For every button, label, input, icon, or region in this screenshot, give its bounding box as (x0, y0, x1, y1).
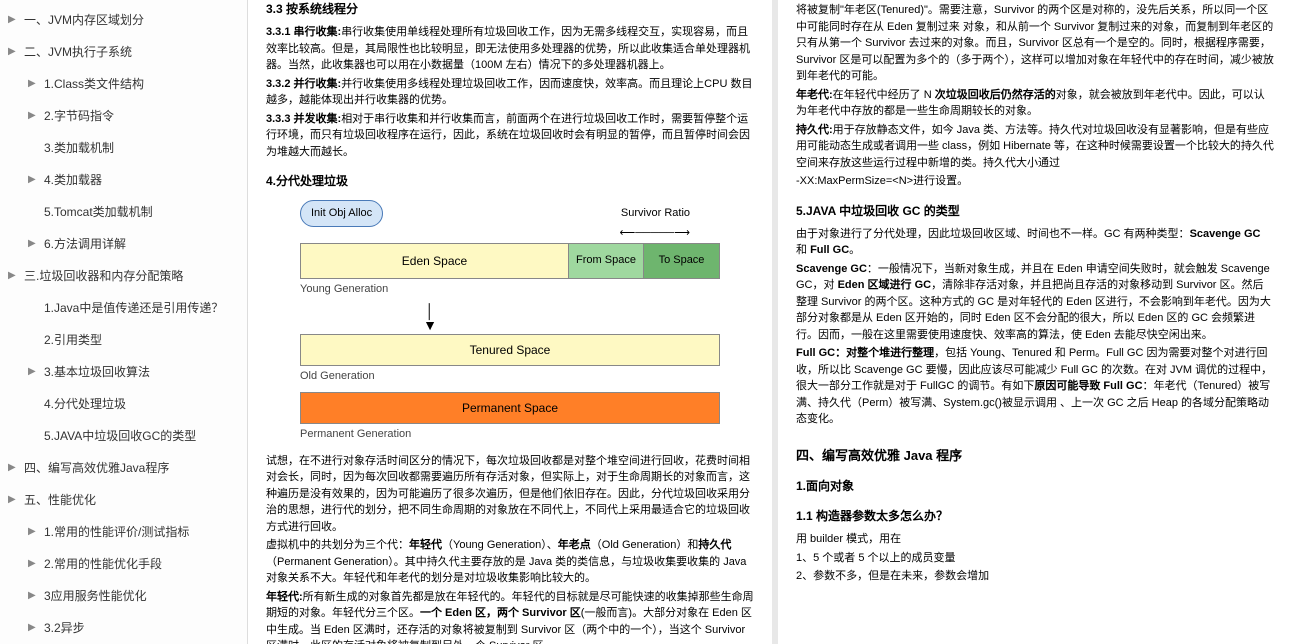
chevron-icon: ▶ (8, 488, 20, 512)
chevron-icon: ▶ (28, 232, 40, 256)
nav-item-label: 3.基本垃圾回收算法 (44, 360, 150, 384)
tenured-space: Tenured Space (300, 334, 720, 366)
nav-item-label: 3应用服务性能优化 (44, 584, 147, 608)
rp-5-3: Full GC：对整个堆进行整理，包括 Young、Tenured 和 Perm… (796, 345, 1274, 428)
p-332: 3.3.2 并行收集:并行收集使用多线程处理垃圾回收工作，因而速度快，效率高。而… (266, 76, 754, 109)
nav-item-10[interactable]: 2.引用类型 (0, 324, 247, 356)
nav-item-label: 一、JVM内存区域划分 (24, 8, 144, 32)
nav-item-7[interactable]: ▶6.方法调用详解 (0, 228, 247, 260)
nav-item-label: 5.JAVA中垃圾回收GC的类型 (44, 424, 196, 448)
chevron-icon: ▶ (28, 104, 40, 128)
chevron-icon: ▶ (28, 584, 40, 608)
nav-item-0[interactable]: ▶一、JVM内存区域划分 (0, 4, 247, 36)
nav-item-11[interactable]: ▶3.基本垃圾回收算法 (0, 356, 247, 388)
nav-item-2[interactable]: ▶1.Class类文件结构 (0, 68, 247, 100)
init-obj-cloud: Init Obj Alloc (300, 200, 383, 227)
nav-item-label: 4.分代处理垃圾 (44, 392, 126, 416)
to-space: To Space (644, 244, 719, 278)
nav-item-label: 3.类加载机制 (44, 136, 114, 160)
sidebar-nav: ▶一、JVM内存区域划分▶二、JVM执行子系统▶1.Class类文件结构▶2.字… (0, 0, 248, 644)
rp-11-1: 用 builder 模式，用在 (796, 531, 1274, 548)
chevron-icon: ▶ (28, 616, 40, 640)
chevron-icon: ▶ (28, 72, 40, 96)
nav-item-18[interactable]: ▶3应用服务性能优化 (0, 580, 247, 612)
chevron-icon: ▶ (28, 168, 40, 192)
chevron-icon: ▶ (8, 8, 20, 32)
h-1: 1.面向对象 (796, 477, 1274, 495)
rp-5-1: 由于对象进行了分代处理，因此垃圾回收区域、时间也不一样。GC 有两种类型：Sca… (796, 226, 1274, 259)
chevron-icon: ▶ (8, 456, 20, 480)
nav-item-label: 2.字节码指令 (44, 104, 114, 128)
rp-11-2: 1、5 个或者 5 个以上的成员变量 (796, 550, 1274, 567)
h-four: 四、编写高效优雅 Java 程序 (796, 446, 1274, 466)
h-11: 1.1 构造器参数太多怎么办？ (796, 507, 1274, 525)
rp-top2: 年老代:在年轻代中经历了 N 次垃圾回收后仍然存活的对象，就会被放到年老代中。因… (796, 87, 1274, 120)
p-bottom2: 虚拟机中的共划分为三个代：年轻代（Young Generation）、年老点（O… (266, 537, 754, 587)
sr-arrow: ⟵─────⟶ (300, 225, 720, 242)
nav-item-8[interactable]: ▶三.垃圾回收器和内存分配策略 (0, 260, 247, 292)
nav-item-label: 三.垃圾回收器和内存分配策略 (24, 264, 183, 288)
nav-item-1[interactable]: ▶二、JVM执行子系统 (0, 36, 247, 68)
nav-item-label: 1.常用的性能评价/测试指标 (44, 520, 189, 544)
down-arrow-icon: │▼ (248, 304, 640, 332)
nav-item-label: 6.方法调用详解 (44, 232, 126, 256)
p-bottom3: 年轻代:所有新生成的对象首先都是放在年轻代的。年轻代的目标就是尽可能快速的收集掉… (266, 589, 754, 644)
nav-item-label: 2.引用类型 (44, 328, 102, 352)
nav-item-3[interactable]: ▶2.字节码指令 (0, 100, 247, 132)
h5: 5.JAVA 中垃圾回收 GC 的类型 (796, 202, 1274, 220)
nav-item-label: 2.常用的性能优化手段 (44, 552, 162, 576)
chevron-icon: ▶ (8, 40, 20, 64)
rp-top3b: -XX:MaxPermSize=<N>进行设置。 (796, 173, 1274, 190)
nav-item-14[interactable]: ▶四、编写高效优雅Java程序 (0, 452, 247, 484)
young-gen-box: Eden Space From Space To Space (300, 243, 720, 279)
rp-top1: 将被复制"年老区(Tenured)"。需要注意，Survivor 的两个区是对称… (796, 2, 1274, 85)
nav-item-label: 1.Java中是值传递还是引用传递？ (44, 296, 223, 320)
nav-item-12[interactable]: 4.分代处理垃圾 (0, 388, 247, 420)
sec-3-3: 3.3 按系统线程分 (266, 0, 754, 18)
perm-gen-label: Permanent Generation (300, 426, 720, 443)
young-gen-label: Young Generation (300, 281, 720, 298)
chevron-icon: ▶ (28, 520, 40, 544)
p-333: 3.3.3 并发收集:相对于串行收集和并行收集而言，前面两个在进行垃圾回收工作时… (266, 111, 754, 161)
nav-item-17[interactable]: ▶2.常用的性能优化手段 (0, 548, 247, 580)
h4: 4.分代处理垃圾 (266, 172, 754, 190)
old-gen-label: Old Generation (300, 368, 720, 385)
nav-item-15[interactable]: ▶五、性能优化 (0, 484, 247, 516)
rp-11-3: 2、参数不多，但是在未来，参数会增加 (796, 568, 1274, 585)
nav-item-label: 4.类加载器 (44, 168, 102, 192)
nav-item-label: 四、编写高效优雅Java程序 (24, 456, 169, 480)
nav-item-4[interactable]: 3.类加载机制 (0, 132, 247, 164)
nav-item-19[interactable]: ▶3.2异步 (0, 612, 247, 644)
nav-item-label: 二、JVM执行子系统 (24, 40, 132, 64)
chevron-icon: ▶ (28, 360, 40, 384)
nav-item-5[interactable]: ▶4.类加载器 (0, 164, 247, 196)
nav-item-9[interactable]: 1.Java中是值传递还是引用传递？ (0, 292, 247, 324)
perm-space: Permanent Space (300, 392, 720, 424)
chevron-icon: ▶ (28, 552, 40, 576)
nav-item-label: 5.Tomcat类加载机制 (44, 200, 153, 224)
nav-item-label: 五、性能优化 (24, 488, 96, 512)
nav-item-label: 3.2异步 (44, 616, 85, 640)
rp-top3: 持久代:用于存放静态文件，如今 Java 类、方法等。持久代对垃圾回收没有显著影… (796, 122, 1274, 172)
p-331: 3.3.1 串行收集:串行收集使用单线程处理所有垃圾回收工作，因为无需多线程交互… (266, 24, 754, 74)
nav-item-16[interactable]: ▶1.常用的性能评价/测试指标 (0, 516, 247, 548)
eden-space: Eden Space (301, 244, 569, 278)
page-right: 将被复制"年老区(Tenured)"。需要注意，Survivor 的两个区是对称… (778, 0, 1292, 644)
p-bottom1: 试想，在不进行对象存活时间区分的情况下，每次垃圾回收都是对整个堆空间进行回收，花… (266, 453, 754, 536)
rp-5-2: Scavenge GC：一般情况下，当新对象生成，并且在 Eden 申请空间失败… (796, 261, 1274, 344)
nav-item-6[interactable]: 5.Tomcat类加载机制 (0, 196, 247, 228)
nav-item-label: 1.Class类文件结构 (44, 72, 144, 96)
chevron-icon: ▶ (8, 264, 20, 288)
survivor-ratio-label: Survivor Ratio (621, 205, 690, 222)
content-area: 3.3 按系统线程分 3.3.1 串行收集:串行收集使用单线程处理所有垃圾回收工… (248, 0, 1292, 644)
from-space: From Space (569, 244, 644, 278)
nav-item-13[interactable]: 5.JAVA中垃圾回收GC的类型 (0, 420, 247, 452)
generation-diagram: Init Obj Alloc Survivor Ratio ⟵─────⟶ Ed… (300, 200, 720, 443)
page-left: 3.3 按系统线程分 3.3.1 串行收集:串行收集使用单线程处理所有垃圾回收工… (248, 0, 772, 644)
